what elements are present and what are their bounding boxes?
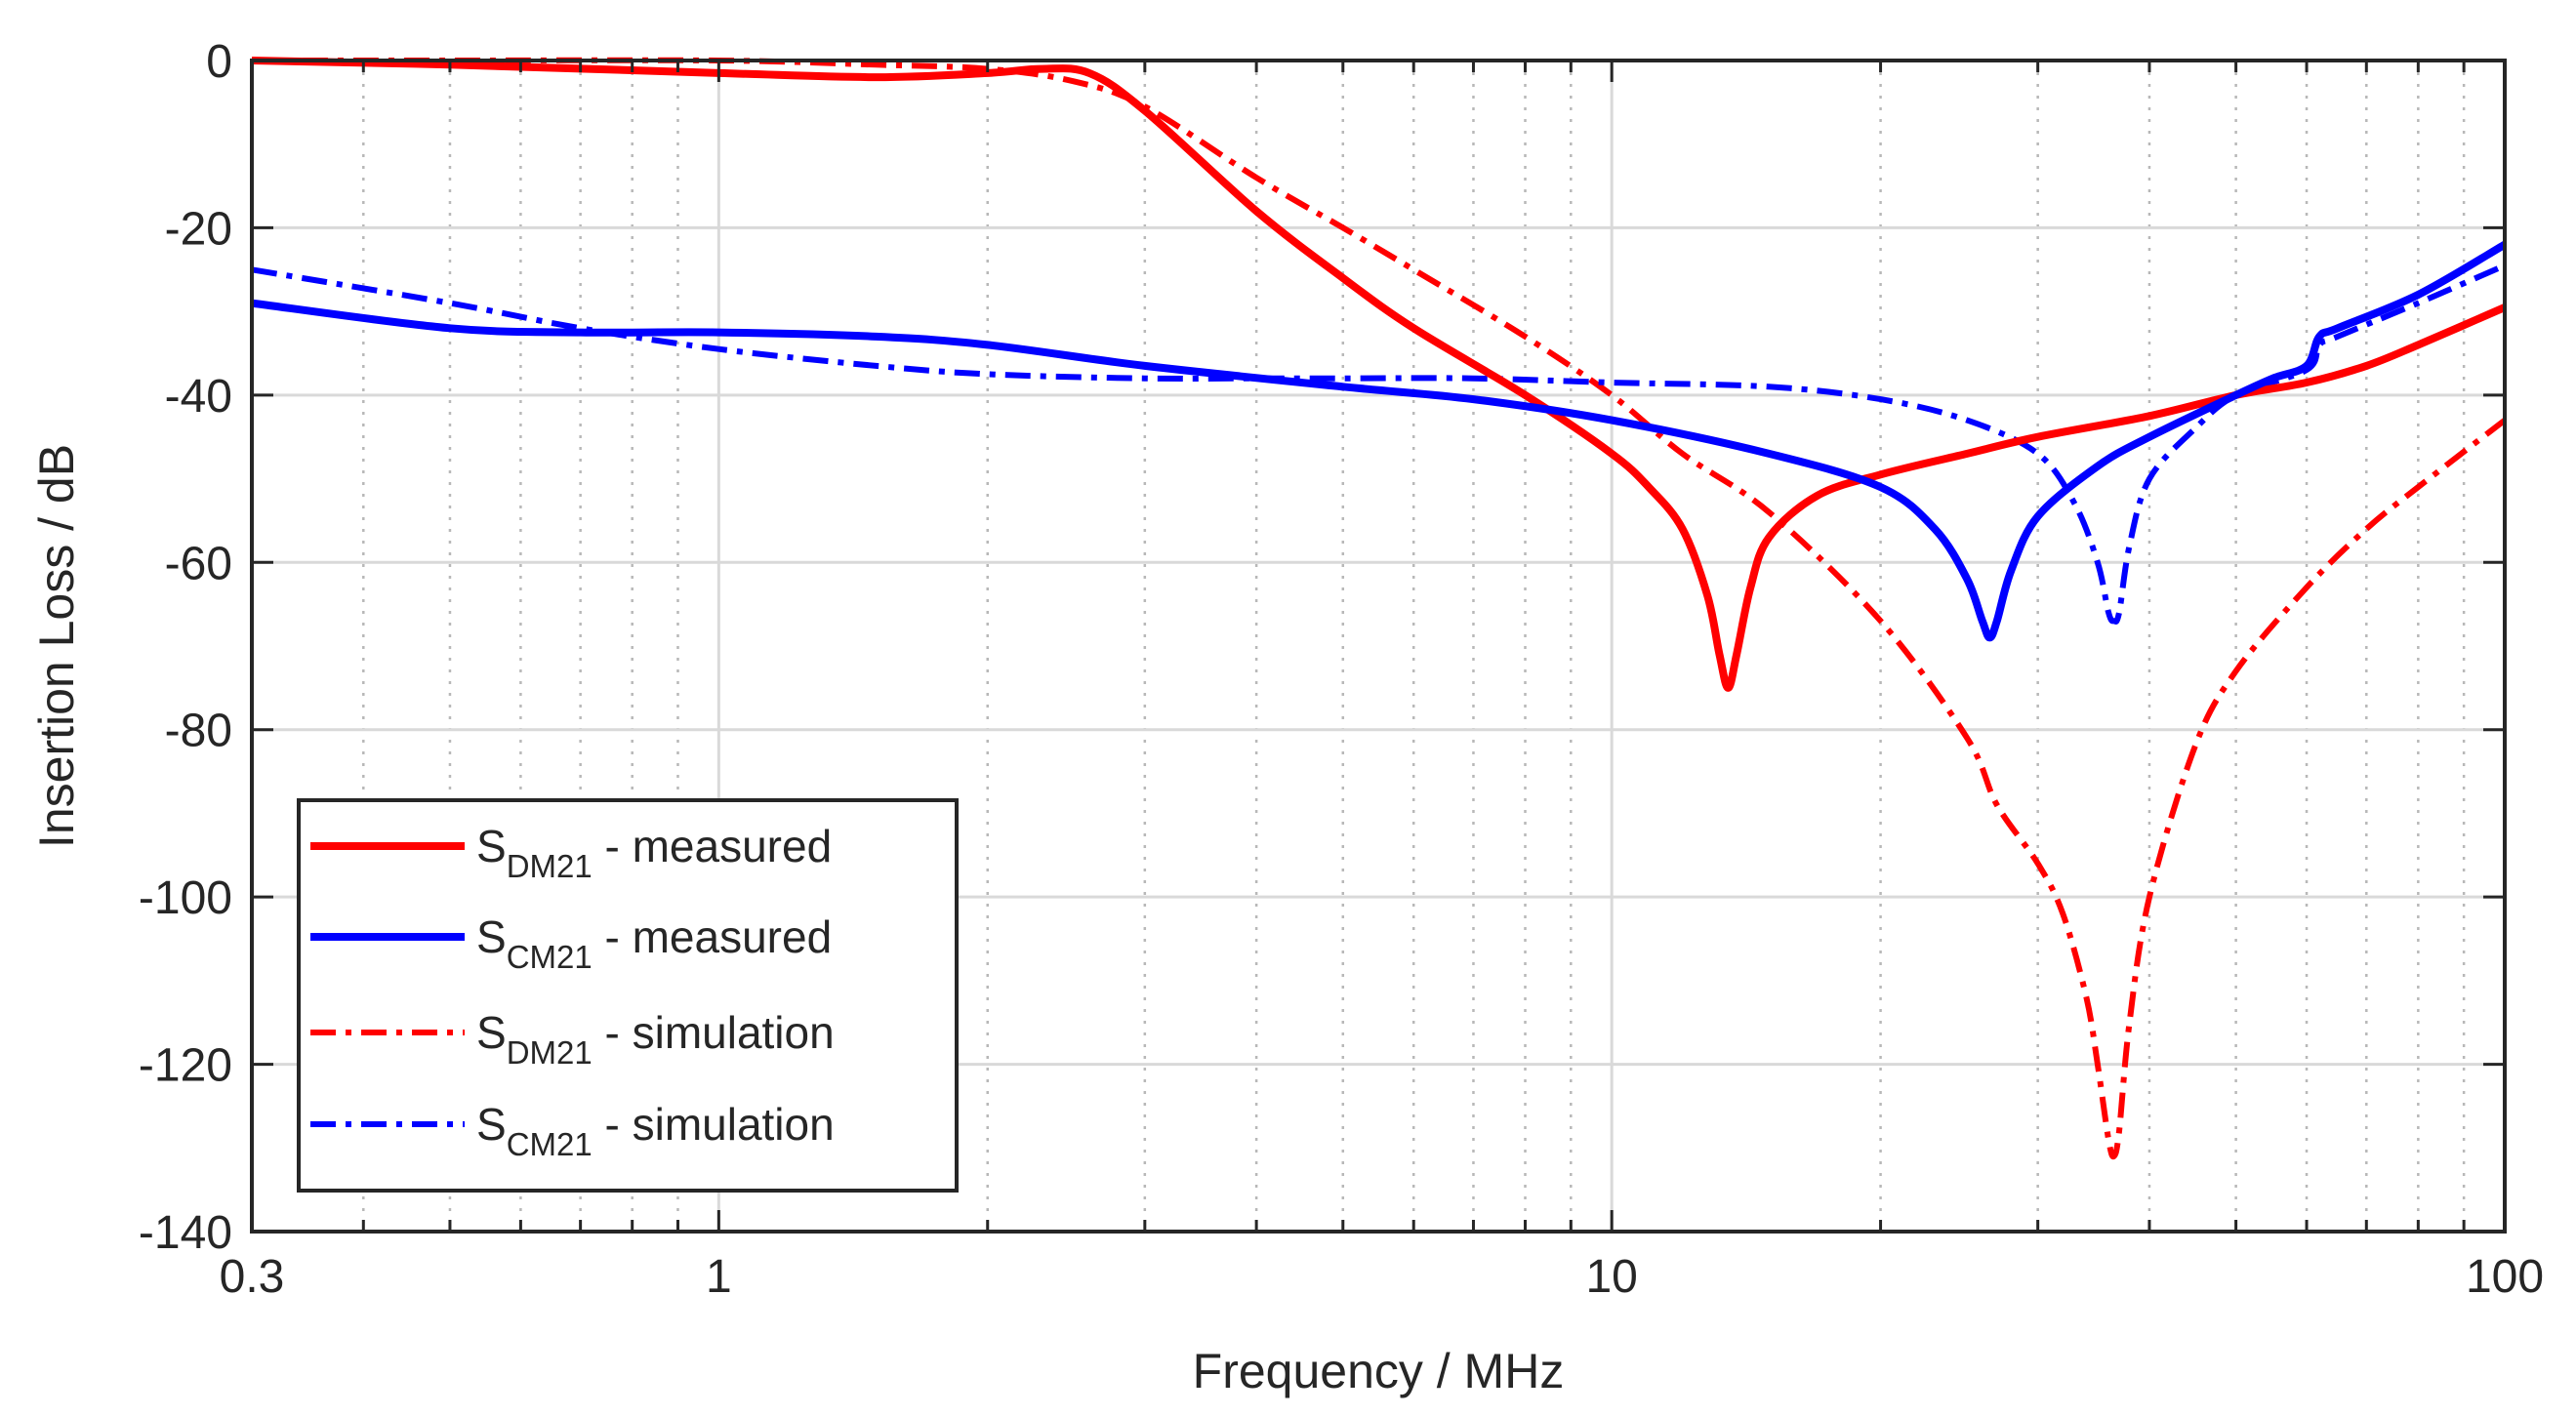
legend-entry-label: SCM21 - simulation	[476, 1099, 835, 1162]
minor-grid	[362, 61, 2466, 1232]
legend-box	[297, 798, 959, 1193]
x-tick-label: 10	[1585, 1251, 1637, 1303]
x-axis-label: Frequency / MHz	[1193, 1344, 1565, 1398]
legend-entry-label: SCM21 - measured	[476, 911, 832, 975]
y-tick-label: -140	[139, 1207, 232, 1259]
y-tick-label: -100	[139, 872, 232, 924]
plot-frame	[250, 59, 2507, 1234]
y-tick-label: -60	[165, 538, 232, 589]
y-axis-label: Insertion Loss / dB	[29, 444, 84, 848]
y-tick-label: -40	[165, 371, 232, 423]
x-tick-label: 0.3	[220, 1251, 285, 1303]
legend-entry-label: SDM21 - simulation	[476, 1007, 835, 1071]
series-layer	[251, 57, 2507, 1160]
tick-labels: 0.3 1 10 100 0 -20 -40 -60 -80 -100 -120 -140	[139, 36, 2544, 1303]
x-tick-label: 100	[2466, 1251, 2544, 1303]
y-tick-label: -80	[165, 706, 232, 757]
y-tick-label: -20	[165, 203, 232, 255]
x-tick-label: 1	[706, 1251, 732, 1303]
axis-ticks	[252, 61, 2505, 1232]
legend-entry-label: SDM21 - measured	[476, 821, 832, 884]
legend: SDM21 - measured SCM21 - measured SDM21 - …	[297, 798, 959, 1193]
y-tick-label: -120	[139, 1040, 232, 1092]
series-line-s-dm21-measured	[251, 57, 2507, 692]
y-tick-label: 0	[206, 36, 232, 88]
series-line-s-cm21-measured	[251, 241, 2507, 642]
